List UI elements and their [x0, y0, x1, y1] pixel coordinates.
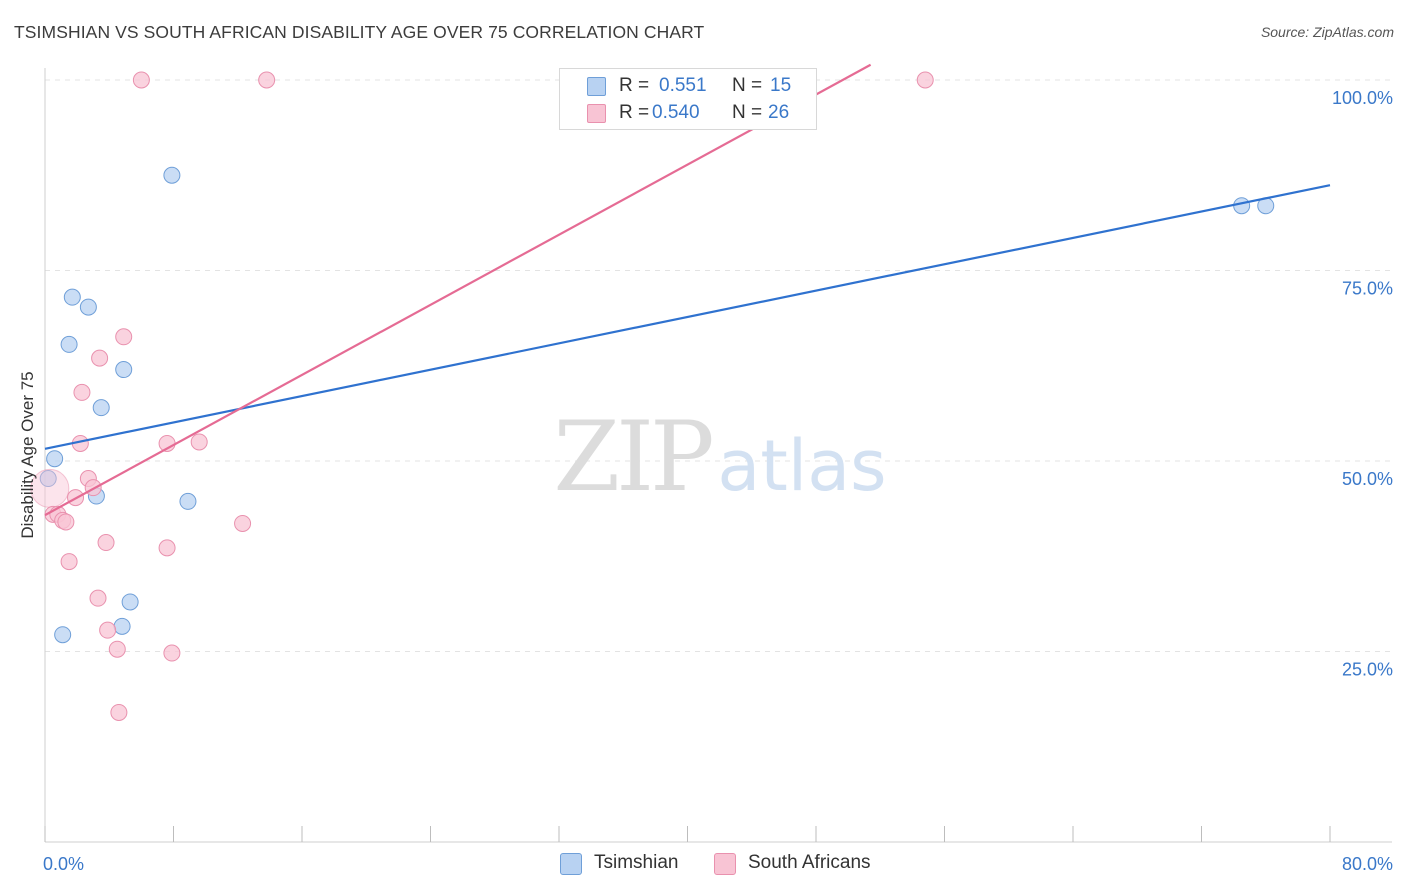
tsimshian-point [121, 593, 139, 611]
stats-row-tsimshian: R = 0.551 N = 15 [560, 72, 816, 102]
south-africans-point [132, 71, 150, 89]
south-africans-point [91, 349, 109, 367]
south-africans-point [190, 433, 208, 451]
stats-legend: R = 0.551 N = 15 R = 0.540 N = 26 [559, 68, 817, 130]
n-label: N = [732, 102, 763, 123]
watermark-atlas: atlas [717, 425, 886, 507]
axes [44, 68, 1392, 843]
south-africans-point [60, 553, 78, 571]
legend-label: South Africans [748, 852, 871, 873]
y-axis-title: Disability Age Over 75 [18, 371, 37, 538]
south-africans-point [108, 640, 126, 658]
y-tick-label: 50.0% [1342, 469, 1393, 489]
tsimshian-point [115, 361, 133, 379]
south-africans-point [73, 383, 91, 401]
source-label: Source: ZipAtlas.com [1260, 24, 1394, 40]
r-label: R = [619, 102, 650, 123]
tsimshian-point [79, 298, 97, 316]
tsimshian-point [92, 399, 110, 417]
tsimshian-trend-line [44, 184, 1331, 450]
y-tick-label: 100.0% [1332, 88, 1393, 108]
south-africans-point [234, 514, 252, 532]
tsimshian-point [60, 335, 78, 353]
x-tick-label: 0.0% [43, 854, 84, 874]
tsimshian-swatch [560, 853, 582, 875]
south-africans-point [115, 328, 133, 346]
tsimshian-point [46, 450, 64, 468]
south-africans-point [97, 534, 115, 552]
tsimshian-point [63, 288, 81, 306]
south-africans-point [158, 539, 176, 557]
south-africans-point [110, 703, 128, 721]
axis-labels: 25.0% 50.0% 75.0% 100.0% 0.0% 80.0% Disability… [18, 88, 1393, 874]
south-africans-point [258, 71, 276, 89]
south-africans-point [57, 513, 75, 531]
south-africans-point [163, 644, 181, 662]
r-value: 0.551 [659, 75, 707, 96]
tsimshian-point [179, 492, 197, 510]
y-tick-label: 75.0% [1342, 279, 1393, 299]
n-label: N = [732, 75, 763, 96]
n-value: 15 [770, 75, 792, 96]
stats-row-south-africans: R = 0.540 N = 26 [560, 99, 816, 129]
chart-title: TSIMSHIAN VS SOUTH AFRICAN DISABILITY AG… [14, 22, 705, 42]
legend-label: Tsimshian [594, 852, 679, 873]
data-points [30, 71, 1275, 721]
watermark: ZIP atlas [553, 401, 886, 513]
south-africans-swatch [587, 104, 606, 123]
tsimshian-point [39, 470, 57, 488]
tsimshian-swatch [587, 77, 606, 96]
x-tick-label: 80.0% [1342, 854, 1393, 874]
south-africans-point [99, 621, 117, 639]
south-africans-trend-line [44, 63, 872, 517]
n-value: 26 [768, 102, 790, 123]
trend-lines [44, 63, 1331, 517]
tsimshian-point [1233, 197, 1251, 215]
south-africans-point [89, 589, 107, 607]
y-tick-label: 25.0% [1342, 660, 1393, 680]
tsimshian-point [163, 166, 181, 184]
r-value: 0.540 [652, 102, 700, 123]
grid-lines [45, 79, 1392, 652]
r-label: R = [619, 75, 650, 96]
south-africans-swatch [714, 853, 736, 875]
tsimshian-point [54, 626, 72, 644]
watermark-zip: ZIP [553, 401, 712, 513]
south-africans-point [916, 71, 934, 89]
tsimshian-point [113, 617, 131, 635]
